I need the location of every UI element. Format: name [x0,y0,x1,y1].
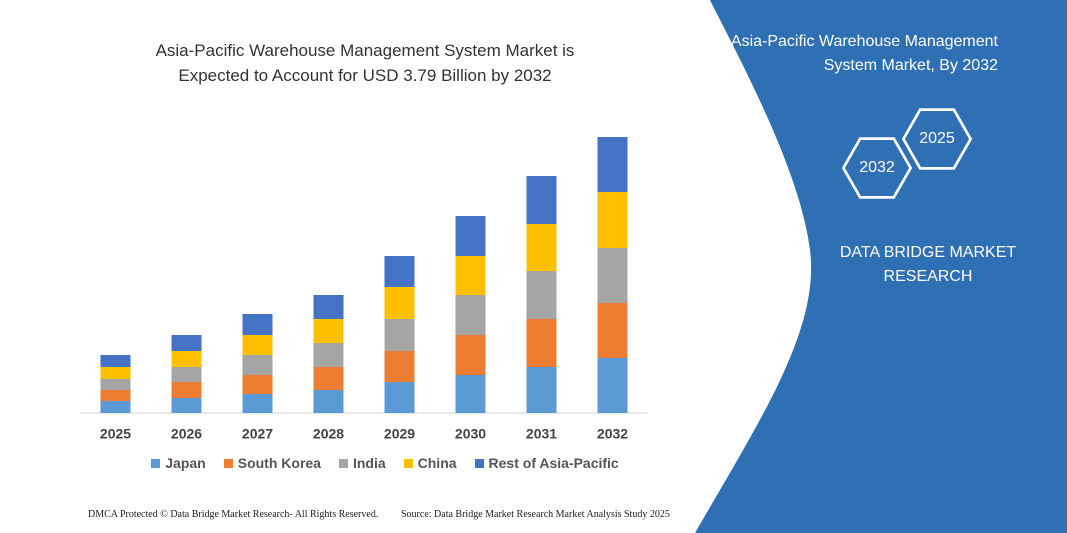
bar-segment [242,394,273,413]
x-tick-label: 2027 [242,426,273,442]
legend-item: Japan [151,455,206,471]
bar-segment [100,390,131,401]
bar-segment [526,271,557,319]
bar-segment [526,224,557,271]
footer-left: DMCA Protected © Data Bridge Market Rese… [88,509,379,520]
legend-label: Japan [165,455,206,471]
x-tick-label: 2031 [526,426,557,442]
bar-segment [597,303,628,358]
bar-segment [171,367,202,382]
brand: DATA BRIDGE MARKET RESEARCH [839,244,1017,285]
bar-segment [171,398,202,413]
legend-label: China [417,455,457,471]
legend-swatch [403,458,413,468]
legend-item: China [403,455,457,471]
hexagon [901,108,973,170]
x-tick-label: 2029 [384,426,415,442]
x-tick-label: 2025 [100,426,131,442]
legend-label: Rest of Asia-Pacific [488,455,619,471]
bar-segment [597,137,628,192]
bar-segment [100,355,131,367]
bar-segment [313,390,344,413]
panel-title: Asia-Pacific Warehouse Management System… [730,33,998,74]
side-panel [695,0,1067,533]
legend-swatch [151,458,161,468]
bar-segment [384,351,415,382]
chart-title: Asia-Pacific Warehouse Management System… [155,41,575,85]
bar-segment [384,256,415,287]
hexagon-label: 2025 [919,130,955,147]
bar-segment [242,314,273,335]
legend-item: South Korea [223,455,321,471]
bar-segment [242,335,273,355]
bar-segment [526,319,557,367]
bar-segment [100,379,131,390]
bar-segment [597,248,628,303]
legend-swatch [474,458,484,468]
bar-segment [171,351,202,367]
legend-item: India [338,455,386,471]
bar-segment [171,382,202,398]
bar-segment [597,358,628,413]
legend: Japan South Korea India China Rest of Asia-P… [80,455,690,471]
bar-segment [384,319,415,351]
bar-segment [242,355,273,375]
legend-label: South Korea [237,455,321,471]
legend-label: India [352,455,386,471]
bar-segment [313,343,344,367]
bar-segment [313,295,344,319]
x-tick-label: 2028 [313,426,344,442]
bar-segment [384,382,415,413]
bar-segment [526,176,557,224]
bar-segment [313,319,344,343]
bar-segment [384,287,415,319]
bar-segment [100,401,131,413]
bar-segment [455,256,486,295]
legend-swatch [338,458,348,468]
x-tick-label: 2026 [171,426,202,442]
bar-segment [597,192,628,248]
hexagon-label: 2032 [859,159,895,176]
bar-segment [455,335,486,375]
bar-segment [455,375,486,413]
bar-segment [455,216,486,256]
legend-swatch [223,458,233,468]
footer-right: Source: Data Bridge Market Research Mark… [401,509,670,520]
bar-segment [313,367,344,390]
hexagon [841,137,913,199]
bar-segment [242,375,273,394]
x-tick-label: 2032 [597,426,628,442]
x-tick-label: 2030 [455,426,486,442]
bar-segment [455,295,486,335]
bar-segment [171,335,202,351]
legend-item: Rest of Asia-Pacific [474,455,619,471]
bar-segment [100,367,131,379]
bar-segment [526,367,557,413]
